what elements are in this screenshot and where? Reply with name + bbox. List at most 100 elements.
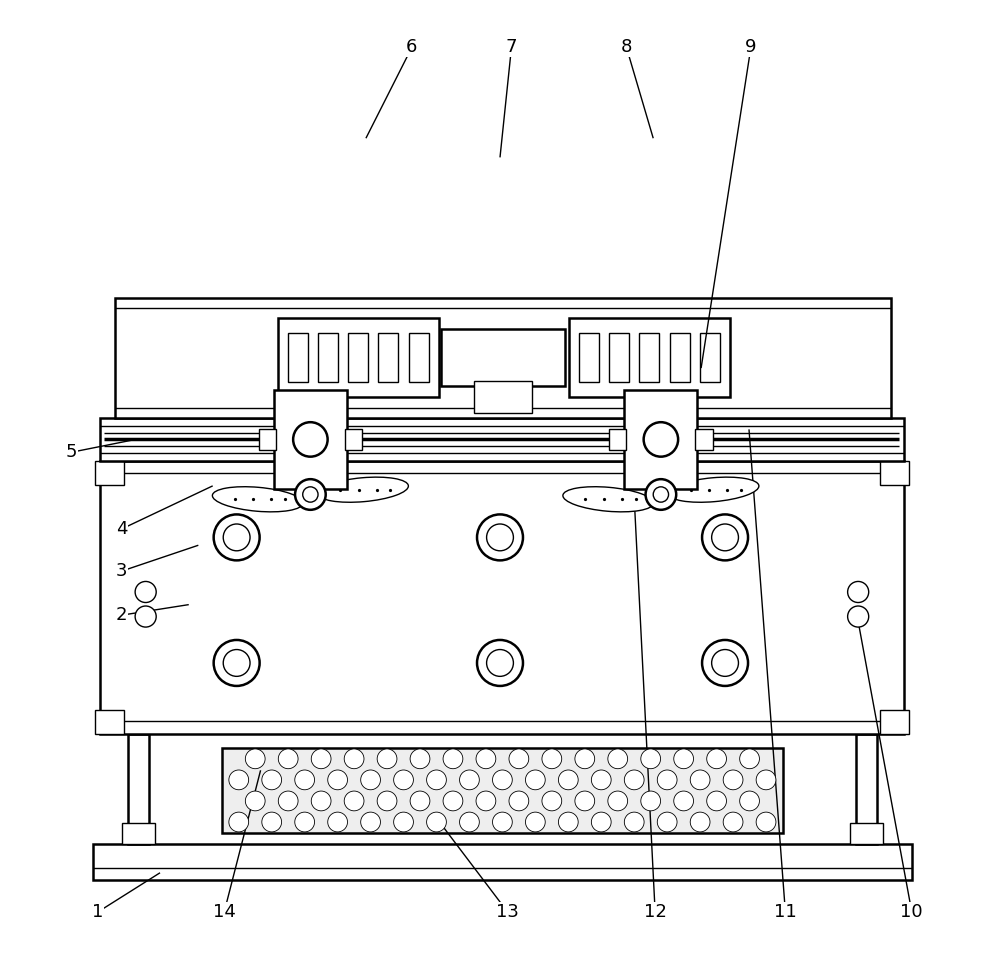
Circle shape [278, 791, 298, 810]
Circle shape [525, 770, 545, 790]
Bar [880, 710, 909, 734]
Text: 11: 11 [774, 903, 797, 921]
Text: 2: 2 [116, 606, 127, 624]
Text: 10: 10 [900, 903, 923, 921]
Circle shape [344, 791, 364, 810]
Circle shape [477, 515, 523, 560]
Bar [441, 328, 565, 386]
Circle shape [427, 770, 446, 790]
Circle shape [278, 749, 298, 769]
Circle shape [608, 791, 628, 810]
Circle shape [712, 524, 738, 551]
Circle shape [624, 812, 644, 832]
Circle shape [542, 791, 562, 810]
Ellipse shape [212, 487, 303, 512]
Bar [100, 461, 904, 734]
Bar [259, 429, 276, 450]
Circle shape [477, 639, 523, 686]
Bar [569, 318, 730, 397]
Text: 9: 9 [745, 39, 757, 56]
Bar [670, 332, 690, 383]
Text: 3: 3 [116, 562, 127, 581]
Bar [695, 429, 713, 450]
Circle shape [657, 770, 677, 790]
Bar [93, 844, 912, 880]
Bar [274, 389, 347, 489]
Circle shape [214, 515, 260, 560]
Circle shape [493, 770, 512, 790]
Bar [345, 429, 362, 450]
Circle shape [487, 649, 513, 676]
Circle shape [575, 791, 595, 810]
Circle shape [756, 812, 776, 832]
Bar [95, 461, 124, 485]
Circle shape [493, 812, 512, 832]
Circle shape [641, 791, 661, 810]
Circle shape [311, 791, 331, 810]
Bar [278, 318, 439, 397]
Circle shape [460, 770, 479, 790]
Ellipse shape [318, 477, 408, 502]
Text: 1: 1 [92, 903, 103, 921]
Circle shape [740, 791, 759, 810]
Circle shape [674, 749, 694, 769]
Circle shape [591, 770, 611, 790]
Bar [100, 418, 904, 461]
Bar [318, 332, 338, 383]
Circle shape [653, 487, 669, 502]
Bar [609, 429, 626, 450]
Circle shape [377, 791, 397, 810]
Bar [644, 406, 678, 421]
Bar [222, 749, 783, 833]
Bar [409, 332, 429, 383]
Circle shape [756, 770, 776, 790]
Bar [122, 823, 155, 844]
Circle shape [443, 791, 463, 810]
Bar [624, 389, 697, 489]
Circle shape [575, 749, 595, 769]
Circle shape [624, 770, 644, 790]
Circle shape [644, 422, 678, 457]
Text: 7: 7 [506, 39, 517, 56]
Circle shape [427, 812, 446, 832]
Circle shape [344, 749, 364, 769]
Circle shape [702, 515, 748, 560]
Circle shape [646, 479, 676, 510]
Circle shape [223, 649, 250, 676]
Circle shape [295, 770, 315, 790]
Ellipse shape [563, 487, 654, 512]
Circle shape [295, 812, 315, 832]
Bar [288, 332, 308, 383]
Bar [348, 332, 368, 383]
Circle shape [229, 770, 249, 790]
Circle shape [702, 639, 748, 686]
Circle shape [443, 749, 463, 769]
Bar [378, 332, 398, 383]
Text: 12: 12 [644, 903, 667, 921]
Circle shape [476, 791, 496, 810]
Circle shape [712, 649, 738, 676]
Circle shape [707, 791, 726, 810]
Circle shape [410, 749, 430, 769]
Text: 4: 4 [116, 520, 127, 538]
Circle shape [558, 812, 578, 832]
Bar [850, 823, 883, 844]
Bar [95, 710, 124, 734]
Circle shape [723, 770, 743, 790]
Bar [474, 382, 532, 413]
Circle shape [525, 812, 545, 832]
Circle shape [723, 812, 743, 832]
Text: 8: 8 [621, 39, 632, 56]
Circle shape [303, 487, 318, 502]
Text: 13: 13 [496, 903, 519, 921]
Circle shape [690, 812, 710, 832]
Circle shape [487, 524, 513, 551]
Circle shape [476, 749, 496, 769]
Circle shape [293, 422, 328, 457]
Circle shape [214, 639, 260, 686]
Circle shape [410, 791, 430, 810]
Bar [639, 332, 659, 383]
Circle shape [394, 770, 413, 790]
Bar [609, 332, 629, 383]
Circle shape [245, 791, 265, 810]
